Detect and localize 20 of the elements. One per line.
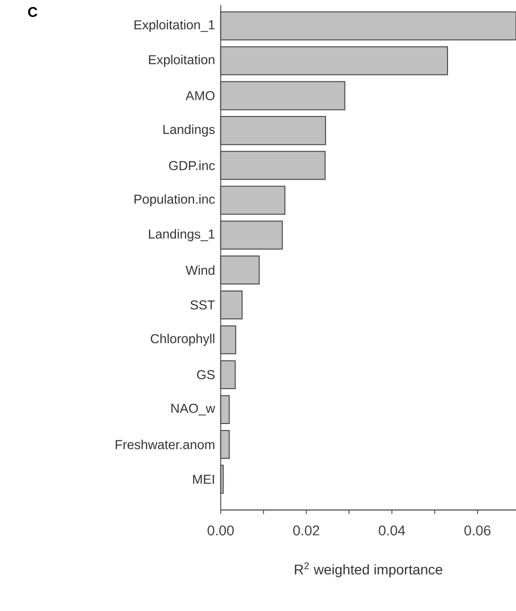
text: C xyxy=(28,7,38,17)
y-tick-label: Chlorophyll xyxy=(150,334,214,346)
y-tick-label: Exploitation_1 xyxy=(134,20,214,32)
y-tick-label: Freshwater.anom xyxy=(116,440,214,450)
y-tick-label: Exploitation xyxy=(148,54,214,67)
y-tick-label: AMO xyxy=(185,91,214,100)
y-tick-label: Landings xyxy=(163,124,214,137)
y-tick-label: GDP.inc xyxy=(168,160,215,170)
y-tick-label: NAO_w xyxy=(171,404,215,416)
y-tick-label: Landings_1 xyxy=(148,229,214,242)
y-tick-label: Population.inc xyxy=(134,194,215,206)
y-tick-label: MEI xyxy=(192,474,214,484)
y-tick-label: SST xyxy=(190,300,215,310)
x-tick-label: 0.00 xyxy=(207,526,234,536)
x-tick-label: 0.04 xyxy=(378,526,405,536)
x-tick-label: 0.02 xyxy=(292,526,319,536)
x-axis-title: R$^{2}$ weighted importance xyxy=(294,562,442,578)
x-tick-label: 0.06 xyxy=(464,526,490,536)
y-tick-label: Wind xyxy=(185,265,214,275)
y-tick-label: GS xyxy=(196,370,214,380)
